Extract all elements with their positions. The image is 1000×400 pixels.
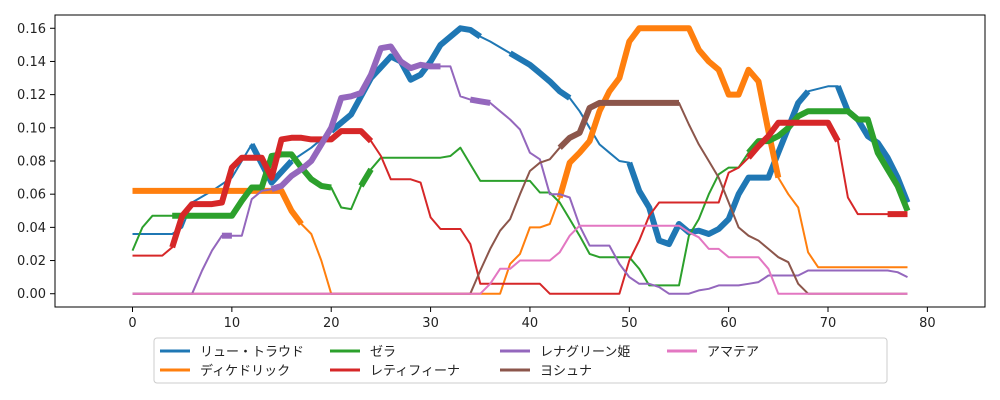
series-highlight-segment: [557, 99, 679, 150]
legend-label: ディケドリック: [200, 363, 290, 379]
x-axis: 0 10 20 30 40 50 60 70 80: [128, 307, 936, 331]
legend-box: [153, 337, 888, 384]
x-tick-label: 10: [224, 316, 241, 331]
legend-label: リュー・トラウド: [200, 345, 304, 360]
plot-area: [54, 14, 986, 308]
y-tick-label: 0.02: [17, 254, 46, 269]
x-tick-label: 30: [422, 316, 439, 331]
series-3: [132, 119, 908, 295]
y-tick-label: 0.08: [17, 155, 46, 170]
series-highlight-segment: [508, 50, 572, 101]
series-layer: [131, 25, 911, 295]
legend-label: ゼラ: [370, 345, 396, 360]
y-tick-label: 0.12: [17, 88, 46, 103]
x-tick-label: 80: [919, 316, 936, 331]
series-highlight-segment: [358, 167, 374, 188]
x-tick-label: 70: [820, 316, 837, 331]
series-highlight-segment: [169, 128, 374, 249]
legend-label: レナグリーン姫: [540, 345, 630, 360]
y-tick-label: 0.10: [17, 121, 46, 136]
y-tick-label: 0.14: [17, 55, 46, 70]
series-highlight-segment: [270, 43, 441, 193]
plot-frame: [55, 15, 985, 307]
series-2: [131, 108, 911, 287]
series-highlight-segment: [172, 151, 332, 219]
series-6: [132, 224, 908, 295]
y-tick-label: 0.06: [17, 188, 46, 203]
y-axis: 0.00 0.02 0.04 0.06 0.08 0.10 0.12 0.14 0.16: [17, 22, 55, 302]
y-tick-label: 0.16: [17, 22, 46, 37]
x-tick-label: 50: [621, 316, 638, 331]
series-highlight-segment: [626, 89, 811, 247]
legend-label: ヨシュナ: [540, 364, 592, 379]
y-tick-label: 0.00: [17, 287, 46, 302]
x-tick-label: 40: [522, 316, 539, 331]
x-tick-label: 20: [323, 316, 340, 331]
series-line: [132, 224, 908, 295]
x-tick-label: 0: [128, 316, 136, 331]
series-4: [132, 43, 908, 295]
x-tick-label: 60: [720, 316, 737, 331]
y-tick-label: 0.04: [17, 221, 46, 236]
series-highlight-segment: [469, 96, 491, 106]
series-highlight-segment: [556, 25, 782, 199]
series-highlight-segment: [746, 108, 911, 212]
series-highlight-segment: [132, 187, 304, 226]
legend-label: アマテア: [707, 345, 759, 360]
series-highlight-segment: [746, 119, 841, 160]
legend-label: レティフィーナ: [370, 364, 460, 379]
